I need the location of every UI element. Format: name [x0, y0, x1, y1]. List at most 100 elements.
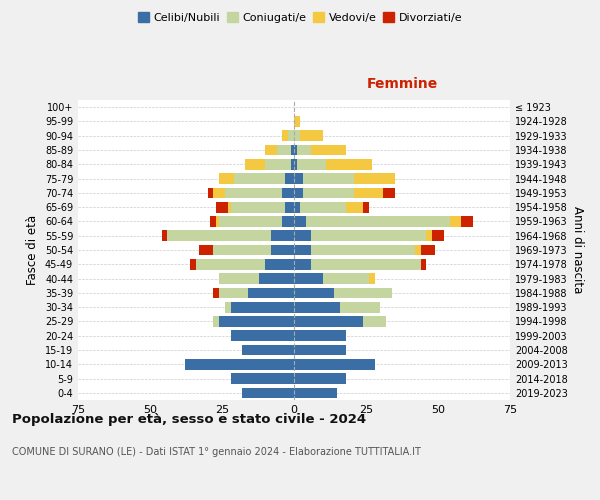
Bar	[291, 159, 294, 170]
Bar	[311, 259, 421, 270]
Bar	[233, 173, 286, 184]
Bar	[265, 144, 277, 156]
Bar	[283, 130, 288, 141]
Bar	[265, 159, 291, 170]
Bar	[214, 316, 219, 327]
Bar	[283, 188, 294, 198]
Bar	[219, 173, 233, 184]
Bar	[326, 159, 372, 170]
Bar	[265, 259, 294, 270]
Bar	[196, 259, 265, 270]
Y-axis label: Fasce di età: Fasce di età	[26, 215, 39, 285]
Bar	[294, 230, 311, 241]
Bar	[311, 144, 346, 156]
Bar	[346, 202, 363, 212]
Bar	[294, 373, 346, 384]
Bar	[294, 330, 346, 341]
Text: Femmine: Femmine	[367, 77, 437, 91]
Bar	[294, 130, 300, 141]
Bar	[216, 216, 219, 227]
Bar	[211, 216, 216, 227]
Bar	[248, 288, 294, 298]
Bar	[271, 230, 294, 241]
Bar	[340, 302, 380, 312]
Bar	[228, 202, 230, 212]
Bar	[230, 202, 286, 212]
Bar	[355, 173, 395, 184]
Bar	[259, 273, 294, 284]
Bar	[208, 188, 214, 198]
Bar	[230, 330, 294, 341]
Bar	[294, 302, 340, 312]
Bar	[294, 244, 311, 256]
Bar	[383, 188, 395, 198]
Bar	[219, 216, 283, 227]
Text: Popolazione per età, sesso e stato civile - 2024: Popolazione per età, sesso e stato civil…	[12, 412, 366, 426]
Bar	[294, 159, 297, 170]
Bar	[294, 202, 300, 212]
Bar	[214, 188, 225, 198]
Bar	[300, 202, 346, 212]
Bar	[190, 259, 196, 270]
Bar	[291, 144, 294, 156]
Bar	[277, 144, 291, 156]
Bar	[271, 244, 294, 256]
Bar	[427, 230, 432, 241]
Bar	[283, 216, 294, 227]
Bar	[421, 259, 427, 270]
Bar	[199, 244, 214, 256]
Bar	[294, 188, 302, 198]
Bar	[214, 288, 219, 298]
Bar	[294, 359, 374, 370]
Bar	[311, 244, 415, 256]
Bar	[297, 144, 311, 156]
Bar	[185, 359, 294, 370]
Legend: Celibi/Nubili, Coniugati/e, Vedovi/e, Divorziati/e: Celibi/Nubili, Coniugati/e, Vedovi/e, Di…	[133, 8, 467, 28]
Bar	[219, 316, 294, 327]
Bar	[294, 173, 302, 184]
Bar	[219, 273, 259, 284]
Bar	[297, 159, 326, 170]
Bar	[214, 244, 271, 256]
Bar	[245, 159, 265, 170]
Bar	[294, 216, 305, 227]
Bar	[294, 388, 337, 398]
Bar	[449, 216, 461, 227]
Bar	[461, 216, 473, 227]
Bar	[286, 202, 294, 212]
Bar	[167, 230, 271, 241]
Bar	[294, 273, 323, 284]
Bar	[302, 173, 355, 184]
Bar	[242, 388, 294, 398]
Bar	[225, 302, 230, 312]
Text: COMUNE DI SURANO (LE) - Dati ISTAT 1° gennaio 2024 - Elaborazione TUTTITALIA.IT: COMUNE DI SURANO (LE) - Dati ISTAT 1° ge…	[12, 447, 421, 457]
Bar	[294, 344, 346, 356]
Bar	[230, 302, 294, 312]
Bar	[242, 344, 294, 356]
Bar	[216, 202, 228, 212]
Bar	[305, 216, 449, 227]
Bar	[334, 288, 392, 298]
Bar	[294, 259, 311, 270]
Bar	[161, 230, 167, 241]
Bar	[363, 316, 386, 327]
Bar	[363, 202, 369, 212]
Bar	[294, 316, 363, 327]
Bar	[302, 188, 355, 198]
Bar	[288, 130, 294, 141]
Bar	[323, 273, 369, 284]
Bar	[415, 244, 421, 256]
Bar	[311, 230, 427, 241]
Bar	[294, 116, 300, 127]
Bar	[219, 288, 248, 298]
Bar	[294, 288, 334, 298]
Bar	[432, 230, 444, 241]
Bar	[369, 273, 374, 284]
Bar	[294, 144, 297, 156]
Bar	[421, 244, 435, 256]
Bar	[225, 188, 283, 198]
Bar	[230, 373, 294, 384]
Bar	[286, 173, 294, 184]
Bar	[355, 188, 383, 198]
Bar	[300, 130, 323, 141]
